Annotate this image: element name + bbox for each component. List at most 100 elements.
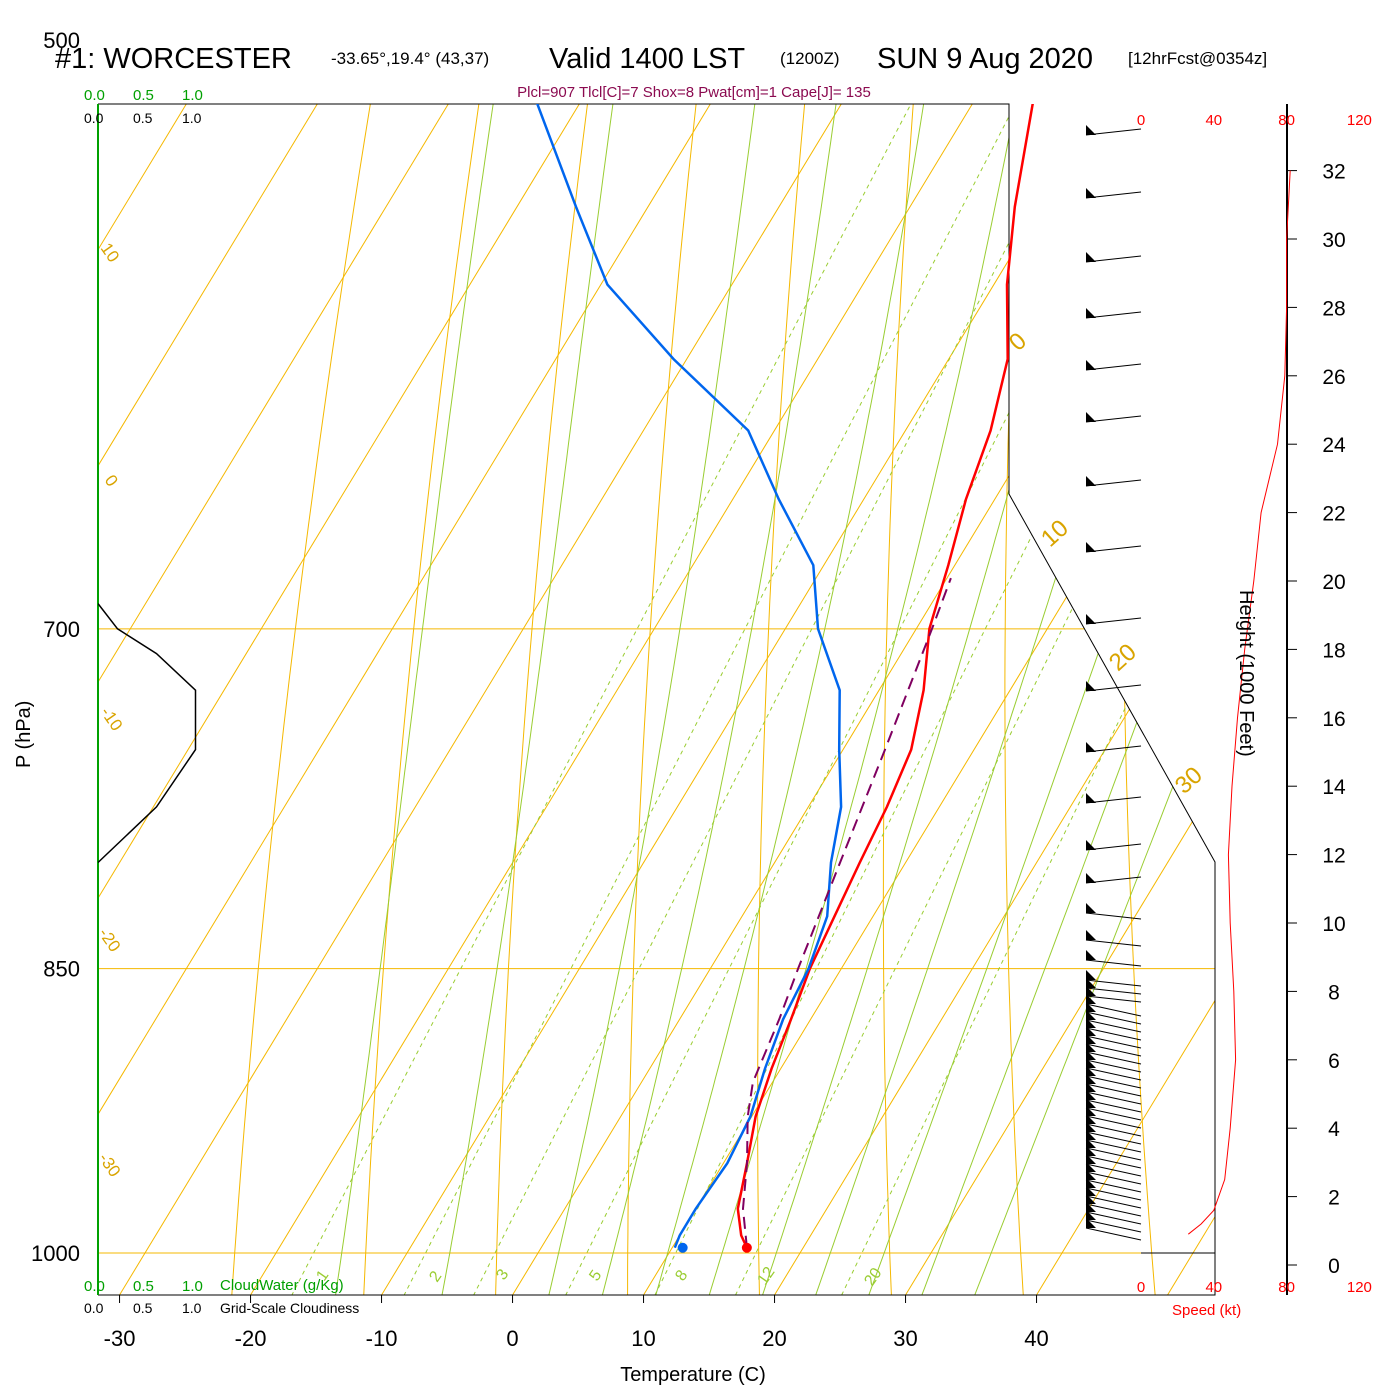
wind-barb-staff <box>1085 1115 1142 1129</box>
wind-barb-staff <box>1085 1019 1142 1033</box>
moist-adiabat <box>957 104 1215 1295</box>
wind-barb-flag <box>1086 742 1096 752</box>
wind-barb-staff <box>1085 1035 1142 1049</box>
moist-adiabat <box>433 104 925 1295</box>
speed-tick-bottom: 120 <box>1347 1279 1372 1296</box>
dewpoint-surface-point <box>677 1242 688 1253</box>
wind-barb-staff <box>1085 1195 1142 1209</box>
pressure-tick-label: 700 <box>43 617 80 642</box>
dry-adiabat <box>1004 104 1215 1295</box>
cloudwater-tick-0: 0.0 <box>84 87 105 104</box>
wind-barb-staff <box>1085 912 1142 920</box>
wind-barb-flag <box>1086 1050 1096 1060</box>
height-axis-label: Height (1000 Feet) <box>1235 590 1257 757</box>
mixing-ratio-lines <box>269 104 1215 1295</box>
wind-barb-staff <box>1085 876 1142 884</box>
wind-barb <box>1085 970 1142 987</box>
wind-barb-staff <box>1085 745 1142 753</box>
wind-barb <box>1085 1042 1142 1065</box>
wind-barb-flag <box>1086 950 1096 960</box>
moist-adiabat <box>643 104 1188 1295</box>
isotherm-label: -20 <box>95 924 125 955</box>
isotherm-line <box>436 104 1215 1295</box>
temperature-tick-label: 10 <box>631 1326 655 1351</box>
wind-barb-flag <box>1086 1122 1096 1132</box>
cloudiness-tick-2: 1.0 <box>182 110 202 126</box>
wind-barb-flag <box>1086 1162 1096 1172</box>
height-tick-label: 20 <box>1322 571 1345 594</box>
temperature-axis-label: Temperature (C) <box>620 1364 766 1386</box>
speed-tick-bottom: 0 <box>1137 1279 1145 1296</box>
wind-barb-flag <box>1086 1194 1096 1204</box>
wind-barb-flag <box>1086 1138 1096 1148</box>
wind-barb-flag <box>1086 1202 1096 1212</box>
wind-barb-flag <box>1086 903 1096 913</box>
dry-adiabat <box>757 104 1065 1295</box>
wind-barb-flag <box>1086 308 1096 318</box>
isotherm-line <box>98 104 805 1295</box>
wind-barb <box>1085 1138 1142 1161</box>
height-tick-label: 26 <box>1322 366 1345 389</box>
moist-adiabat <box>328 104 832 1295</box>
cloudiness-tick-bottom-0: 0.0 <box>84 1300 104 1316</box>
wind-barb <box>1085 125 1142 136</box>
mixing-ratio-label: 5 <box>586 1267 605 1284</box>
wind-barb-staff <box>1085 545 1142 553</box>
dry-adiabat <box>627 104 982 1295</box>
wind-barb-flag <box>1086 1074 1096 1084</box>
speed-axis-label: Speed (kt) <box>1172 1302 1241 1319</box>
isotherm-line <box>98 104 1215 1295</box>
wind-barb-staff <box>1085 1107 1142 1121</box>
wind-barb <box>1085 1202 1142 1225</box>
indices-line: Plcl=907 Tlcl[C]=7 Shox=8 Pwat[cm]=1 Cap… <box>517 84 871 101</box>
wind-barb-flag <box>1086 188 1096 198</box>
valid-date: SUN 9 Aug 2020 <box>877 43 1093 75</box>
wind-barb <box>1085 681 1142 692</box>
wind-barb-staff <box>1085 1187 1142 1201</box>
mixing-ratio-line <box>713 104 1215 1295</box>
wind-barb <box>1085 1218 1142 1241</box>
wind-barb-staff <box>1085 979 1142 987</box>
wind-barb-flag <box>1086 1010 1096 1020</box>
wind-barb-staff <box>1085 1027 1142 1041</box>
cloudwater-tick-bottom-0: 0.0 <box>84 1278 105 1295</box>
temperature-line <box>736 104 1034 1249</box>
wind-barb-flag <box>1086 252 1096 262</box>
wind-barb-staff <box>1085 1003 1142 1017</box>
wind-barb-staff <box>1085 128 1142 136</box>
wind-barb <box>1085 950 1142 967</box>
wind-barb-staff <box>1085 1227 1142 1241</box>
wind-barb <box>1085 1058 1142 1081</box>
height-tick-label: 16 <box>1322 708 1345 731</box>
wind-barb <box>1085 1090 1142 1113</box>
wind-barb-flag <box>1086 1114 1096 1124</box>
isotherm-label: 0 <box>101 471 122 490</box>
speed-tick-top: 120 <box>1347 112 1372 129</box>
isotherm-label: -10 <box>97 703 127 734</box>
isotherm-line <box>305 104 1215 1295</box>
wind-barb-flag <box>1086 1106 1096 1116</box>
frame-outline <box>98 103 1216 1296</box>
wind-barb-staff <box>1085 987 1142 995</box>
wind-barb-staff <box>1085 1051 1142 1065</box>
cloudwater-tick-bottom-2: 1.0 <box>182 1278 203 1295</box>
wind-barb <box>1085 903 1142 920</box>
speed-tick-top: 40 <box>1205 112 1222 129</box>
height-tick-label: 30 <box>1322 229 1345 252</box>
wind-barb-flag <box>1086 1058 1096 1068</box>
speed-tick-top: 80 <box>1278 112 1295 129</box>
moist-adiabat <box>590 104 1108 1295</box>
wind-barb <box>1085 1130 1142 1153</box>
temperature-tick-label: 40 <box>1024 1326 1048 1351</box>
wind-barb-staff <box>1085 843 1142 851</box>
wind-barb-flag <box>1086 1170 1096 1180</box>
wind-barb <box>1085 1178 1142 1201</box>
cloudwater-tick-bottom-1: 0.5 <box>133 1278 154 1295</box>
wind-barb <box>1085 1010 1142 1033</box>
wind-barb-staff <box>1085 1011 1142 1025</box>
wind-barb-flag <box>1086 542 1096 552</box>
wind-barb <box>1085 1186 1142 1209</box>
axis-labels: 2503004005007008501000-30-20-10010203040… <box>31 28 1208 1351</box>
wind-barb-flag <box>1086 1018 1096 1028</box>
